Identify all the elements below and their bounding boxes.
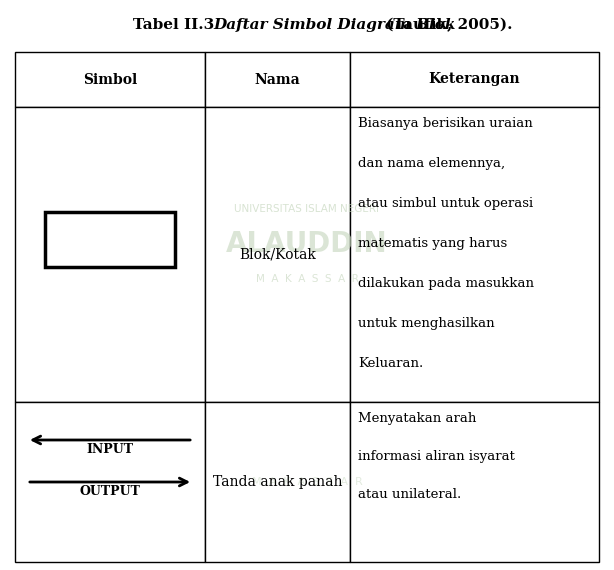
Bar: [205, 107, 350, 402]
Text: atau simbul untuk operasi: atau simbul untuk operasi: [358, 197, 533, 210]
Text: Nama: Nama: [255, 72, 300, 87]
Text: ALAUDDIN: ALAUDDIN: [226, 230, 388, 259]
Text: Tabel II.3: Tabel II.3: [133, 18, 225, 32]
Text: INPUT: INPUT: [87, 443, 133, 456]
Bar: [45, 212, 175, 267]
Text: matematis yang harus: matematis yang harus: [358, 237, 507, 250]
Text: untuk menghasilkan: untuk menghasilkan: [358, 317, 495, 330]
Bar: [15, 52, 205, 107]
Text: (Taufik, 2005).: (Taufik, 2005).: [381, 18, 513, 32]
Text: dilakukan pada masukkan: dilakukan pada masukkan: [358, 277, 534, 290]
Text: dan nama elemennya,: dan nama elemennya,: [358, 157, 505, 170]
Text: M  A  K  A  S  S  A  R: M A K A S S A R: [255, 275, 359, 284]
Text: Biasanya berisikan uraian: Biasanya berisikan uraian: [358, 117, 533, 130]
Text: Daftar Simbol Diagram Blok: Daftar Simbol Diagram Blok: [213, 18, 456, 32]
Bar: [15, 402, 205, 562]
Bar: [205, 52, 350, 107]
Text: informasi aliran isyarat: informasi aliran isyarat: [358, 450, 515, 463]
Text: Keterangan: Keterangan: [429, 72, 520, 87]
Text: OUTPUT: OUTPUT: [80, 485, 141, 498]
Bar: [350, 52, 599, 107]
Text: Tanda anak panah: Tanda anak panah: [212, 475, 342, 489]
Bar: [350, 402, 599, 562]
Text: atau unilateral.: atau unilateral.: [358, 488, 461, 501]
Bar: [205, 402, 350, 562]
Bar: [350, 107, 599, 402]
Text: Blok/Kotak: Blok/Kotak: [239, 247, 316, 262]
Text: UNIVERSITAS ISLAM NEGERI: UNIVERSITAS ISLAM NEGERI: [235, 205, 379, 214]
Bar: [15, 107, 205, 402]
Text: Simbol: Simbol: [83, 72, 137, 87]
Text: Menyatakan arah: Menyatakan arah: [358, 412, 476, 425]
Text: M  A  K  A  S  S  A  R: M A K A S S A R: [252, 477, 362, 487]
Text: Keluaran.: Keluaran.: [358, 357, 423, 370]
